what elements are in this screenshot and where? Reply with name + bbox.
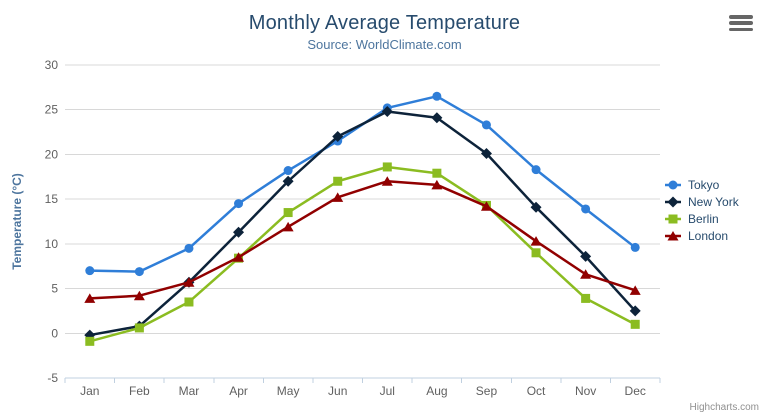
square-marker-icon: [432, 168, 442, 178]
triangle-marker-icon: [667, 230, 679, 240]
y-axis-tick-label: 25: [45, 103, 59, 117]
square-marker-icon: [630, 319, 640, 329]
x-axis-tick-label: Feb: [129, 384, 150, 398]
legend-marker-icon: [665, 196, 681, 207]
triangle-marker-icon: [431, 179, 443, 190]
y-axis-tick-label: 10: [45, 237, 59, 251]
square-marker-icon: [581, 293, 591, 303]
diamond-marker-icon: [629, 305, 641, 317]
legend-marker-icon: [665, 230, 681, 240]
x-axis-tick-label: Oct: [527, 384, 546, 398]
triangle-marker-icon: [183, 277, 195, 287]
circle-marker-icon: [432, 91, 442, 101]
circle-marker-icon: [531, 165, 541, 175]
legend-marker-icon: [665, 214, 681, 223]
y-axis-tick-label: 5: [51, 282, 58, 296]
triangle-marker-icon: [332, 192, 344, 202]
legend-marker-icon: [665, 180, 681, 189]
triangle-marker-icon: [282, 221, 294, 232]
y-axis-tick-label: -5: [47, 371, 58, 385]
x-axis-tick-label: Apr: [229, 384, 248, 398]
credits-link[interactable]: Highcharts.com: [689, 402, 759, 413]
legend-item-label: New York: [688, 194, 739, 209]
square-marker-icon: [85, 336, 95, 346]
triangle-marker-icon: [530, 236, 542, 246]
series-new-york: [84, 106, 641, 341]
circle-marker-icon: [668, 180, 678, 189]
x-axis-tick-label: Jul: [380, 384, 395, 398]
y-axis-tick-label: 20: [45, 147, 59, 161]
diamond-marker-icon: [233, 226, 245, 238]
series-london: [84, 176, 641, 303]
diamond-marker-icon: [530, 201, 542, 213]
hamburger-icon: [729, 15, 753, 31]
x-axis-tick-label: Sep: [476, 384, 498, 398]
series-tokyo: [85, 91, 640, 277]
series-line: [88, 180, 637, 300]
circle-marker-icon: [134, 267, 144, 277]
triangle-marker-icon: [84, 293, 96, 303]
diamond-marker-icon: [667, 196, 679, 207]
x-axis-tick-label: Dec: [625, 384, 646, 398]
triangle-marker-icon: [233, 252, 245, 262]
triangle-marker-icon: [381, 176, 393, 186]
triangle-marker-icon: [580, 269, 592, 279]
chart-subtitle: Source: WorldClimate.com: [307, 37, 462, 52]
square-marker-icon: [333, 176, 343, 186]
diamond-marker-icon: [431, 112, 443, 124]
triangle-marker-icon: [629, 285, 641, 295]
x-axis-tick-label: Jun: [328, 384, 347, 398]
circle-marker-icon: [184, 243, 194, 253]
diamond-marker-icon: [480, 148, 492, 160]
diamond-marker-icon: [381, 106, 393, 118]
circle-marker-icon: [481, 120, 491, 130]
circle-marker-icon: [234, 199, 244, 209]
x-axis-tick-label: Aug: [426, 384, 447, 398]
series-line: [88, 110, 637, 337]
y-axis-tick-label: 30: [45, 58, 59, 72]
square-marker-icon: [134, 323, 144, 333]
x-axis-tick-label: Jan: [80, 384, 99, 398]
legend-item-label: London: [688, 228, 729, 243]
legend: Tokyo New York Berlin London: [665, 176, 739, 244]
circle-marker-icon: [630, 242, 640, 252]
chart-title: Monthly Average Temperature: [248, 12, 521, 34]
legend-item-london[interactable]: London: [665, 227, 739, 244]
diamond-marker-icon: [282, 175, 294, 187]
legend-item-label: Berlin: [688, 211, 719, 226]
y-axis-tick-label: 0: [51, 326, 58, 340]
series-line: [88, 95, 637, 273]
square-marker-icon: [184, 297, 194, 307]
circle-marker-icon: [283, 166, 293, 176]
legend-item-tokyo[interactable]: Tokyo: [665, 176, 739, 193]
circle-marker-icon: [85, 266, 95, 276]
x-axis-tick-label: Mar: [179, 384, 200, 398]
square-marker-icon: [283, 208, 293, 218]
x-axis-tick-label: May: [277, 384, 300, 398]
context-menu-button[interactable]: [728, 13, 754, 33]
legend-item-berlin[interactable]: Berlin: [665, 210, 739, 227]
diamond-marker-icon: [580, 250, 592, 262]
square-marker-icon: [531, 248, 541, 258]
y-axis-tick-label: 15: [45, 192, 59, 206]
circle-marker-icon: [581, 204, 591, 214]
triangle-marker-icon: [480, 201, 492, 211]
diamond-marker-icon: [332, 131, 344, 143]
x-axis-tick-label: Nov: [575, 384, 596, 398]
triangle-marker-icon: [133, 290, 145, 301]
square-marker-icon: [382, 162, 392, 172]
y-axis-title: Temperature (°C): [10, 173, 24, 270]
square-marker-icon: [668, 214, 678, 223]
legend-item-label: Tokyo: [688, 177, 720, 192]
legend-item-new-york[interactable]: New York: [665, 193, 739, 210]
series-line: [88, 165, 637, 343]
